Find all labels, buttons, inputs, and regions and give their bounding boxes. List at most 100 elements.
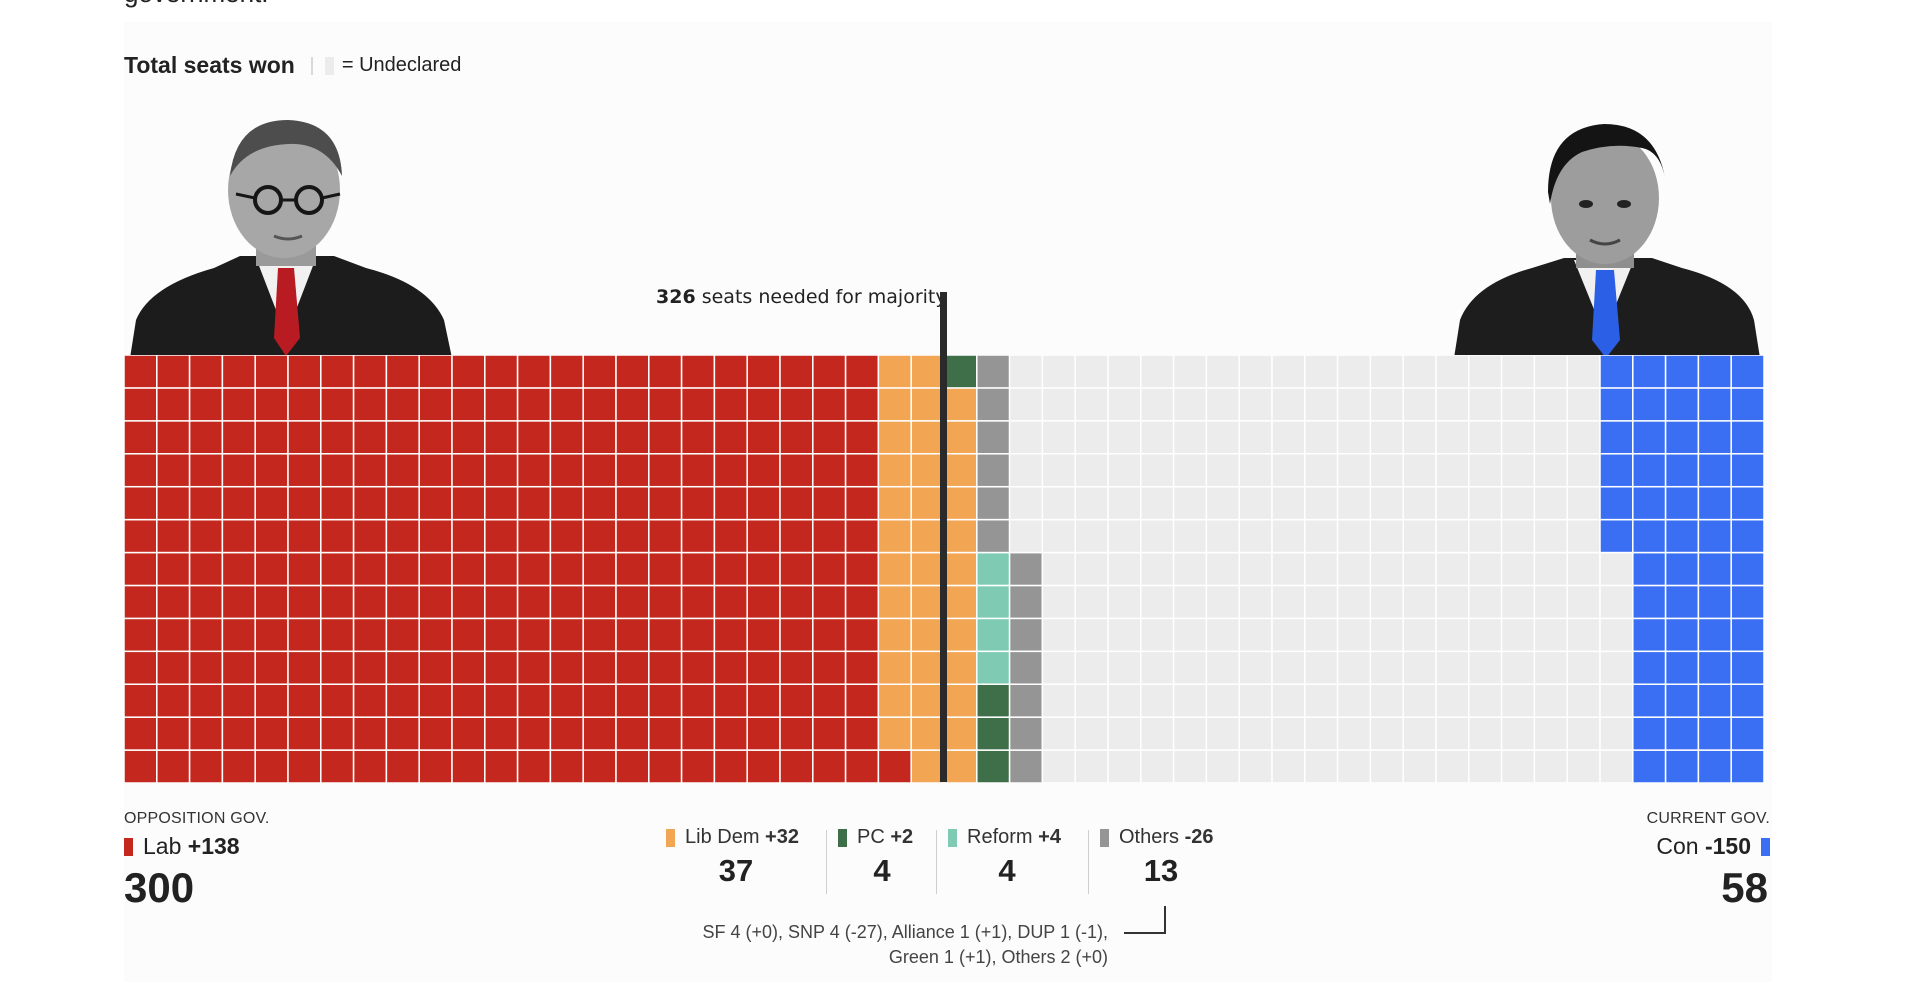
seat-cell-lab [418, 485, 453, 521]
left-party-name: Lab [143, 833, 182, 859]
seat-cell-undeclared [1402, 355, 1437, 389]
seat-cell-undeclared [1107, 420, 1142, 455]
seat-cell-undeclared [1205, 551, 1240, 587]
intro-text-fragment: government. [124, 0, 269, 9]
lab-swatch [124, 837, 133, 856]
reform-name: Reform [967, 826, 1033, 848]
seat-cell-undeclared [1205, 716, 1240, 751]
seat-cell-con [1730, 683, 1764, 718]
seat-cell-undeclared [1107, 485, 1142, 521]
seat-cell-undeclared [1435, 617, 1470, 653]
seat-cell-lab [615, 453, 650, 488]
right-party-change: -150 [1704, 833, 1751, 859]
seat-cell-lab [844, 420, 880, 455]
seat-cell-undeclared [1304, 650, 1339, 685]
seat-cell-lab [844, 683, 880, 718]
seat-cell-lab [254, 387, 289, 422]
seat-cell-lab [877, 749, 912, 783]
seat-cell-lab [156, 551, 191, 587]
seat-cell-lab [156, 518, 191, 554]
seat-cell-undeclared [1140, 683, 1175, 718]
seat-cell-lab [385, 584, 420, 620]
seat-cell-undeclared [1172, 551, 1208, 587]
seat-cell-undeclared [1205, 518, 1240, 554]
seat-cell-lab [516, 485, 552, 521]
seat-cell-con [1632, 749, 1667, 783]
seat-cell-pc [976, 683, 1011, 718]
seat-cell-con [1632, 387, 1667, 422]
seat-cell-undeclared [1599, 551, 1634, 587]
seat-cell-lab [779, 716, 814, 751]
seat-cell-undeclared [1500, 453, 1536, 488]
seat-cell-lab [680, 584, 716, 620]
majority-seats: 326 [656, 286, 696, 308]
seat-cell-lab [385, 485, 420, 521]
seat-cell-lab [451, 551, 486, 587]
seat-cell-undeclared [1566, 518, 1601, 554]
seat-cell-undeclared [1107, 518, 1142, 554]
seat-cell-lab [516, 716, 552, 751]
seat-cell-lib-dem [943, 617, 978, 653]
seat-cell-lab [582, 749, 617, 783]
seat-cell-undeclared [1304, 716, 1339, 751]
seat-cell-undeclared [1304, 420, 1339, 455]
seat-cell-undeclared [1599, 716, 1634, 751]
seat-cell-undeclared [1435, 650, 1470, 685]
seat-cell-undeclared [1566, 355, 1601, 389]
seat-cell-lab [615, 355, 650, 389]
seat-cell-undeclared [1599, 650, 1634, 685]
seat-cell-lib-dem [943, 453, 978, 488]
seat-cell-undeclared [1238, 518, 1273, 554]
seat-cell-lib-dem [910, 387, 945, 422]
seat-cell-undeclared [1468, 683, 1503, 718]
seat-cell-lab [713, 387, 748, 422]
seat-cell-lab [615, 387, 650, 422]
seat-cell-undeclared [1041, 453, 1076, 488]
seat-cell-lab [254, 584, 289, 620]
seat-cell-undeclared [1336, 584, 1372, 620]
seat-cell-undeclared [1435, 355, 1470, 389]
seat-cell-lab [287, 716, 322, 751]
seat-cell-lab [451, 485, 486, 521]
seat-cell-pc [943, 355, 978, 389]
seat-cell-lab [451, 584, 486, 620]
seat-cell-undeclared [1172, 453, 1208, 488]
seat-cell-lab [615, 716, 650, 751]
seat-cell-undeclared [1140, 453, 1175, 488]
seat-cell-undeclared [1336, 617, 1372, 653]
seat-cell-con [1730, 716, 1764, 751]
seat-cell-undeclared [1500, 749, 1536, 783]
seat-cell-lib-dem [877, 716, 912, 751]
seat-cell-undeclared [1074, 650, 1109, 685]
seat-cell-lab [418, 716, 453, 751]
seat-cell-undeclared [1172, 355, 1208, 389]
seat-cell-lab [221, 617, 256, 653]
seat-cell-lab [713, 453, 748, 488]
seat-cell-undeclared [1140, 387, 1175, 422]
seat-cell-undeclared [1369, 485, 1404, 521]
seat-cell-lab [287, 584, 322, 620]
seat-cell-undeclared [1402, 650, 1437, 685]
seat-cell-lab [156, 584, 191, 620]
reform-seats: 4 [998, 853, 1016, 888]
seat-cell-lab [484, 485, 519, 521]
seat-cell-lab [385, 650, 420, 685]
seat-cell-undeclared [1336, 453, 1372, 488]
seat-cell-undeclared [1140, 617, 1175, 653]
seat-cell-undeclared [1435, 584, 1470, 620]
seat-cell-lab [254, 683, 289, 718]
seat-cell-undeclared [1500, 518, 1536, 554]
seat-cell-lab [680, 518, 716, 554]
seat-cell-undeclared [1533, 485, 1568, 521]
seat-cell-undeclared [1533, 518, 1568, 554]
seat-cell-undeclared [1468, 650, 1503, 685]
seat-cell-lab [746, 453, 781, 488]
seat-cell-con [1730, 387, 1764, 422]
seat-cell-lab [451, 683, 486, 718]
seat-cell-lab [648, 485, 683, 521]
seat-cell-undeclared [1041, 617, 1076, 653]
seat-cell-undeclared [1402, 485, 1437, 521]
seat-cell-reform [976, 584, 1011, 620]
seat-cell-lab [352, 518, 388, 554]
seat-cell-lab [779, 420, 814, 455]
